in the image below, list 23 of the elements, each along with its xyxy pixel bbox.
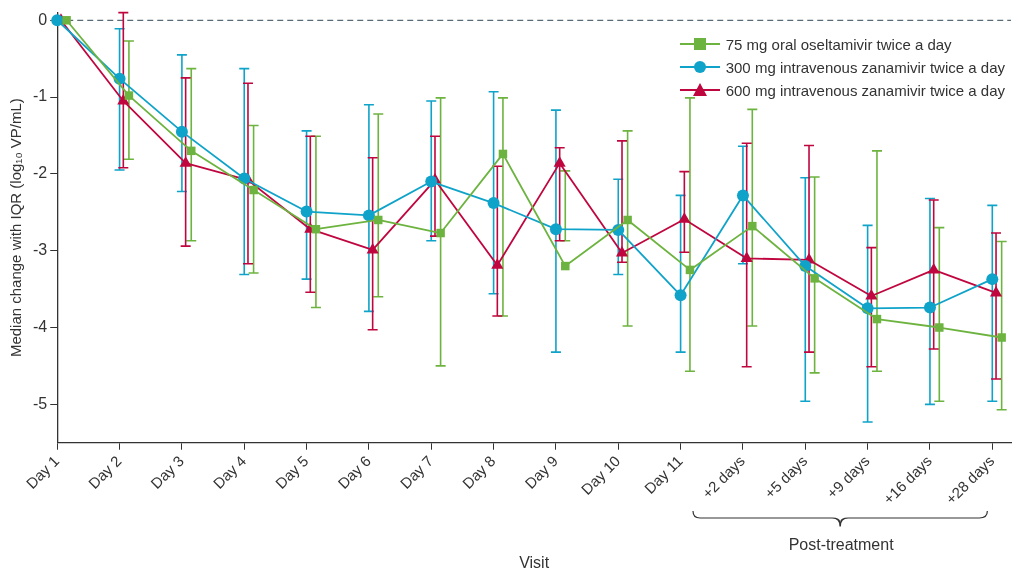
y-tick-label: -4 [32,317,48,335]
legend-label: 75 mg oral oseltamivir twice a day [725,35,952,53]
y-axis-title: Median change with IQR (log₁₀ VP/mL) [7,98,25,358]
x-tick-label: Day 1 [22,452,63,492]
x-tick-label: Day 2 [84,452,125,492]
legend-label: 300 mg intravenous zanamivir twice a day [725,58,1005,76]
x-tick-label: Day 3 [147,452,187,492]
x-tick-label: Day 6 [334,452,374,492]
x-tick-label: Day 11 [640,452,686,497]
y-tick-label: -2 [32,164,48,182]
text: Post-treatment [788,536,894,554]
legend-label: 600 mg intravenous zanamivir twice a day [725,81,1005,99]
x-tick-label: Day 8 [458,452,499,492]
y-tick-label: -5 [32,394,48,412]
x-tick-label: Day 4 [209,452,250,492]
y-tick-label: -3 [32,241,48,259]
y-tick-label: -1 [32,87,48,105]
x-axis-title: Visit [519,553,550,571]
x-tick-label: Day 7 [396,452,437,492]
x-tick-label: Day 5 [271,452,312,492]
x-tick-label: Day 9 [521,452,561,492]
x-tick-label: Day 10 [577,452,624,498]
y-tick-label: 0 [38,10,48,28]
